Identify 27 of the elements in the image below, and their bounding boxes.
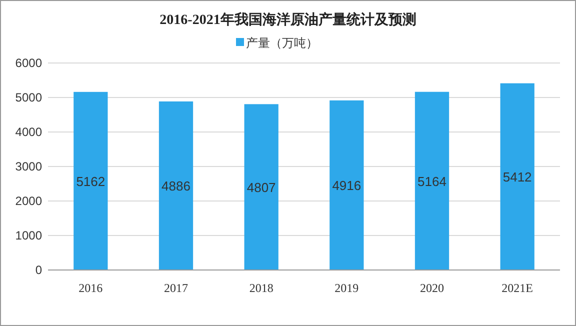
y-tick-label: 2000 — [15, 194, 42, 208]
bar — [500, 83, 534, 270]
bar — [330, 100, 364, 270]
chart-title: 2016-2021年我国海洋原油产量统计及预测 — [160, 11, 416, 28]
x-tick-label: 2021E — [502, 281, 534, 295]
y-tick-label: 6000 — [15, 56, 42, 70]
bar — [244, 104, 278, 270]
x-tick-label: 2016 — [78, 281, 103, 295]
y-tick-label: 0 — [35, 263, 42, 277]
data-label: 5162 — [76, 174, 106, 189]
data-label: 4807 — [246, 180, 276, 196]
legend-label: 产量（万吨） — [246, 36, 318, 50]
data-label: 5164 — [418, 174, 446, 189]
y-tick-label: 1000 — [15, 228, 42, 242]
y-tick-label: 4000 — [15, 125, 42, 139]
x-tick-label: 2019 — [334, 281, 359, 295]
y-tick-label: 3000 — [15, 160, 42, 174]
bar — [158, 101, 194, 270]
bar — [74, 92, 108, 270]
data-label: 4916 — [332, 178, 362, 194]
data-label: 5412 — [502, 170, 532, 185]
y-tick-label: 5000 — [15, 90, 42, 104]
x-tick-label: 2020 — [420, 281, 444, 295]
x-tick-label: 2018 — [249, 281, 274, 295]
x-tick-label: 2017 — [164, 281, 188, 295]
data-label: 4886 — [162, 178, 190, 194]
bar — [414, 92, 450, 270]
